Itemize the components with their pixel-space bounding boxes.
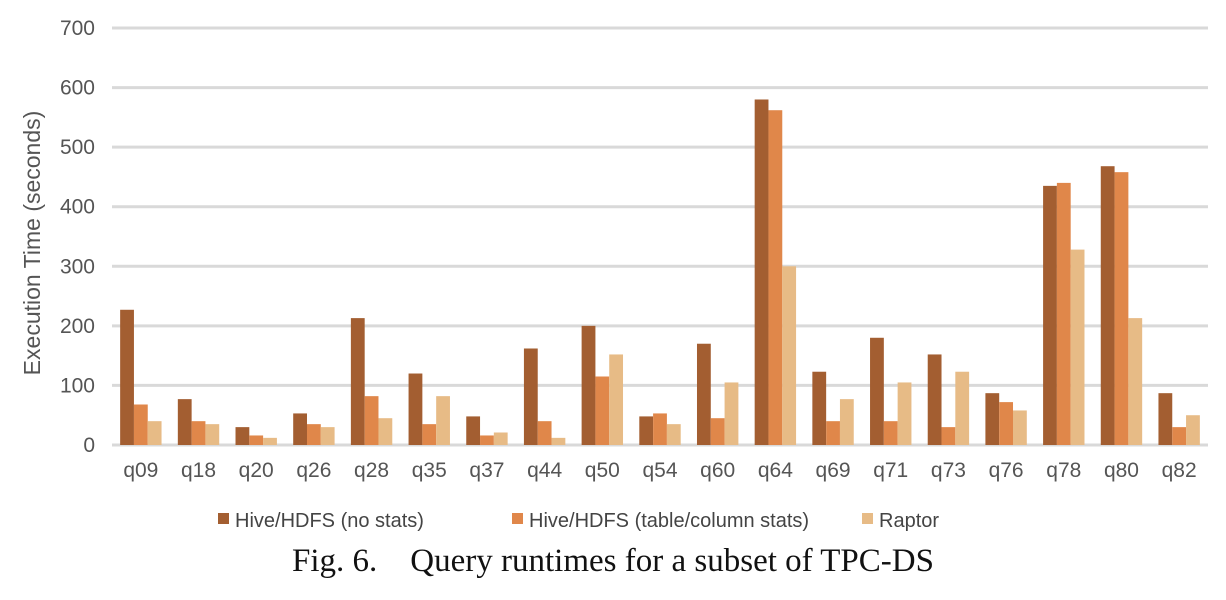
bar-q69-1 [812, 371, 827, 445]
gridlines [112, 26, 1208, 447]
x-tick-label: q69 [816, 459, 851, 482]
bar-q37-2 [480, 435, 494, 445]
bar-q71-2 [883, 421, 898, 445]
bar-q44-2 [537, 421, 552, 445]
bar-q82-3 [1186, 415, 1200, 445]
bar-q76-1 [985, 393, 1000, 445]
bar-q28-1 [350, 318, 365, 445]
legend-swatch [218, 513, 229, 524]
y-tick-label: 600 [60, 77, 95, 100]
x-tick-label: q76 [989, 459, 1024, 482]
x-tick-label: q44 [527, 459, 562, 482]
legend-swatch [512, 513, 523, 524]
x-tick-label: q71 [873, 459, 908, 482]
x-tick-label: q78 [1046, 459, 1081, 482]
bar-q78-3 [1070, 249, 1085, 445]
x-tick-label: q64 [758, 459, 793, 482]
legend-label: Raptor [879, 510, 939, 532]
bar-q18-3 [205, 424, 220, 445]
bar-q44-3 [551, 437, 566, 445]
bar-q76-3 [1013, 410, 1027, 445]
bar-q28-3 [378, 418, 393, 445]
y-tick-label: 100 [60, 374, 95, 397]
bar-q26-2 [306, 424, 321, 445]
bar-q82-1 [1158, 393, 1173, 445]
bar-q82-2 [1172, 427, 1187, 445]
y-tick-label: 400 [60, 196, 95, 219]
bar-q76-2 [999, 402, 1014, 445]
legend-swatch [862, 513, 873, 524]
bar-q50-3 [609, 354, 624, 445]
x-tick-label: q80 [1104, 459, 1139, 482]
y-tick-label: 0 [83, 434, 95, 457]
bar-q35-3 [436, 396, 450, 445]
bar-q35-1 [408, 373, 423, 445]
bar-q37-1 [466, 416, 481, 445]
bar-q60-1 [696, 343, 711, 445]
x-tick-label: q60 [700, 459, 735, 482]
bar-q80-1 [1100, 166, 1115, 445]
x-tick-label: q50 [585, 459, 620, 482]
y-tick-label: 300 [60, 255, 95, 278]
x-tick-label: q26 [296, 459, 331, 482]
y-tick-label: 700 [60, 17, 95, 40]
bar-q64-3 [782, 266, 797, 445]
bar-q73-3 [955, 371, 970, 445]
bar-q37-3 [493, 432, 508, 445]
bar-q35-2 [422, 424, 437, 445]
figure-caption: Fig. 6. Query runtimes for a subset of T… [292, 543, 934, 579]
x-axis-ticks: q09 q18 q20 q26 q28 q35 q37 q44 q50 q54 q60 q64 q69 q… [123, 459, 1196, 482]
bar-q60-3 [724, 382, 739, 445]
bar-q44-1 [523, 348, 538, 445]
y-axis-label: Execution Time (seconds) [19, 111, 45, 376]
bar-chart: 0 100 200 300 400 500 600 700 Execution Time (s… [19, 17, 1208, 532]
bar-q71-1 [870, 337, 884, 445]
x-tick-label: q35 [412, 459, 447, 482]
x-tick-label: q09 [123, 459, 158, 482]
x-tick-label: q37 [469, 459, 504, 482]
bar-q69-2 [826, 421, 840, 445]
bar-q20-1 [235, 427, 250, 445]
bar-q09-1 [120, 309, 134, 445]
x-tick-label: q28 [354, 459, 389, 482]
bar-q71-3 [897, 382, 912, 445]
bar-q69-3 [839, 399, 854, 445]
bar-q26-3 [320, 427, 335, 445]
bar-q73-1 [927, 354, 942, 445]
bar-q20-3 [263, 437, 277, 445]
bar-q09-3 [147, 421, 162, 445]
legend-label: Hive/HDFS (no stats) [235, 510, 424, 532]
x-tick-label: q82 [1162, 459, 1197, 482]
bar-q64-2 [768, 110, 783, 446]
bar-q78-2 [1056, 182, 1071, 445]
bar-q50-2 [595, 376, 610, 445]
bar-q80-2 [1114, 172, 1129, 446]
bar-q18-2 [191, 421, 206, 445]
bar-q09-2 [133, 404, 148, 445]
x-tick-label: q20 [239, 459, 274, 482]
y-axis-ticks: 0 100 200 300 400 500 600 700 [60, 17, 95, 457]
bar-q28-2 [364, 396, 379, 445]
legend: Hive/HDFS (no stats) Hive/HDFS (table/col… [218, 510, 939, 532]
bar-q80-3 [1128, 318, 1143, 445]
bar-q26-1 [293, 413, 307, 445]
bar-q60-2 [710, 418, 725, 445]
x-tick-label: q18 [181, 459, 216, 482]
bars [120, 99, 1200, 446]
bar-q64-1 [754, 99, 769, 445]
bar-q73-2 [941, 427, 956, 445]
x-tick-label: q73 [931, 459, 966, 482]
bar-q78-1 [1043, 185, 1057, 445]
bar-q54-2 [653, 413, 667, 445]
bar-q18-1 [177, 399, 192, 445]
bar-q54-3 [666, 424, 681, 445]
y-tick-label: 500 [60, 136, 95, 159]
x-tick-label: q54 [642, 459, 677, 482]
bar-q50-1 [581, 325, 596, 445]
bar-q20-2 [249, 435, 264, 445]
y-tick-label: 200 [60, 315, 95, 338]
bar-q54-1 [639, 416, 654, 445]
legend-label: Hive/HDFS (table/column stats) [529, 510, 809, 532]
